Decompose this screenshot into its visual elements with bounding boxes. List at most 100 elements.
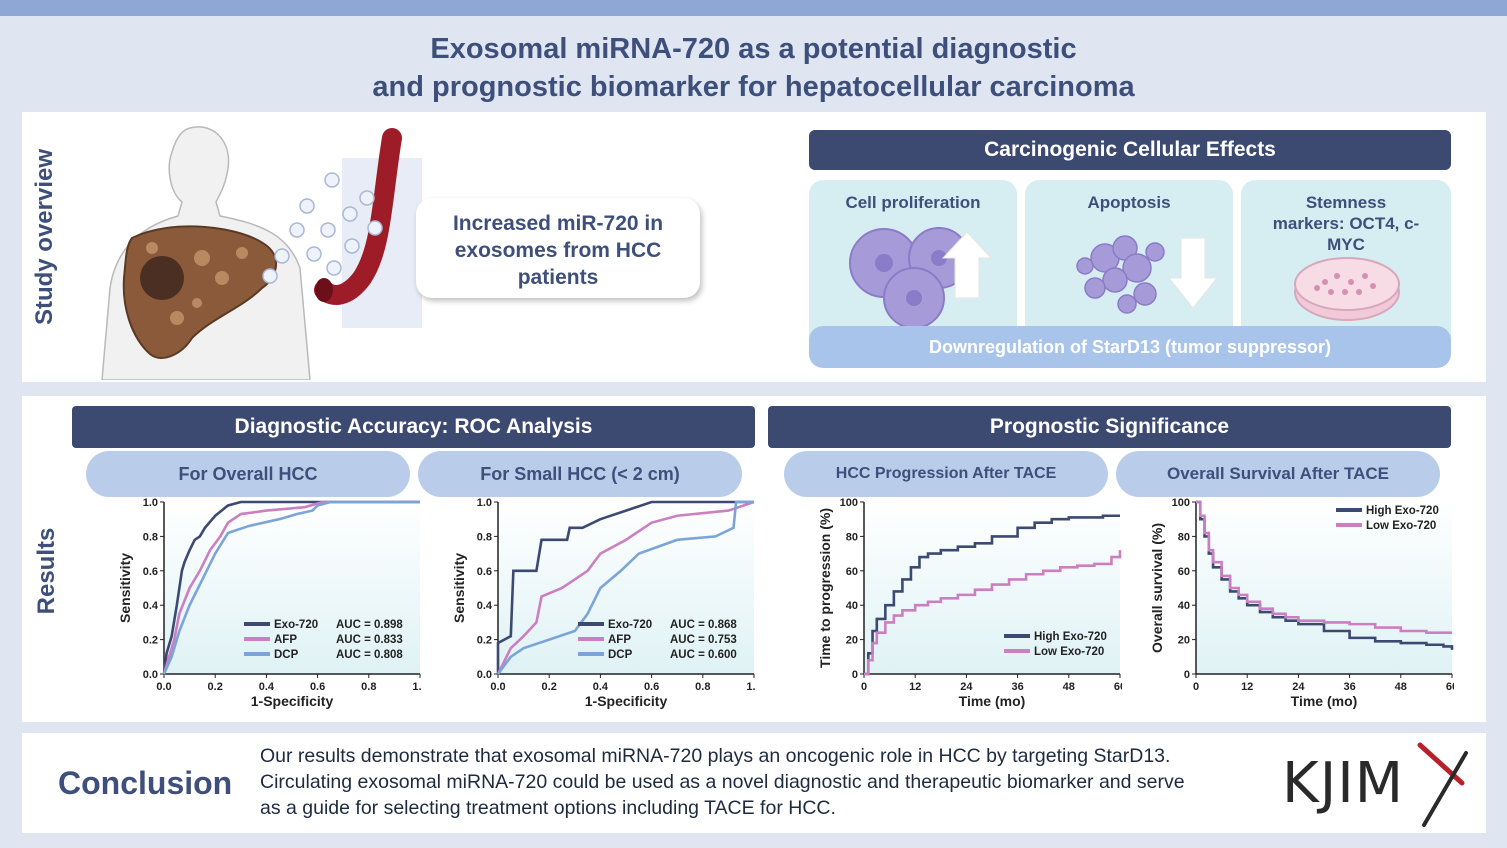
carcinogenic-effects-header: Carcinogenic Cellular Effects xyxy=(809,130,1451,170)
y-tick-label: 1.0 xyxy=(477,497,492,509)
y-tick-label: 0.4 xyxy=(477,600,493,612)
overall-hcc-pill: For Overall HCC xyxy=(86,451,410,497)
x-tick-label: 48 xyxy=(1395,681,1407,693)
mir720-callout: Increased miR-720 in exosomes from HCC p… xyxy=(416,198,700,298)
plot-area xyxy=(164,502,420,674)
y-tick-label: 1.0 xyxy=(143,497,158,509)
legend-auc: AUC = 0.808 xyxy=(336,649,403,661)
series-line-low-exo-720 xyxy=(1196,500,1452,635)
card-cell-proliferation-label: Cell proliferation xyxy=(845,193,981,212)
title-line-1: Exosomal miRNA-720 as a potential diagno… xyxy=(430,33,1077,65)
x-tick-label: 0.6 xyxy=(644,681,659,693)
x-tick-label: 0.6 xyxy=(310,681,325,693)
legend-auc: AUC = 0.868 xyxy=(670,619,737,631)
mir720-callout-text: Increased miR-720 in exosomes from HCC p… xyxy=(452,212,664,289)
y-tick-label: 80 xyxy=(846,531,858,543)
exosome-particles-icon xyxy=(262,172,383,284)
hcc-progression-pill: HCC Progression After TACE xyxy=(784,451,1108,497)
roc-small-hcc-chart: 0.0 0.2 0.4 0.6 0.8 1.0 0.0 0.2 0.4 0.6 0.8 1.0 1-Sp… xyxy=(451,497,756,709)
legend-label: DCP xyxy=(274,649,299,661)
card-apoptosis-label: Apoptosis xyxy=(1087,193,1171,212)
x-tick-label: 60 xyxy=(1446,681,1454,693)
conclusion-label: Conclusion xyxy=(58,765,233,801)
y-tick-label: 100 xyxy=(840,497,858,509)
petri-dish-icon xyxy=(1294,257,1400,321)
y-tick-label: 0.0 xyxy=(477,669,492,681)
x-tick-label: 1.0 xyxy=(746,681,756,693)
y-tick-label: 40 xyxy=(846,600,858,612)
patient-liver-illustration xyxy=(101,126,422,380)
y-tick-label: 0.4 xyxy=(143,600,159,612)
legend-label: Low Exo-720 xyxy=(1366,520,1436,532)
survival-km-chart: 0 12 24 36 48 60 0 20 40 60 80 100 Time (mo) Overall … xyxy=(1149,497,1454,709)
down-arrow-icon xyxy=(1167,237,1219,309)
y-tick-label: 0.2 xyxy=(477,635,492,647)
y-tick-label: 0 xyxy=(1184,669,1190,681)
results-panel: Results Diagnostic Accuracy: ROC Analysi… xyxy=(22,396,1486,722)
x-tick-label: 60 xyxy=(1114,681,1122,693)
y-tick-label: 20 xyxy=(1178,635,1190,647)
x-tick-label: 0.2 xyxy=(542,681,557,693)
y-tick-label: 40 xyxy=(1178,600,1190,612)
series-line-dcp xyxy=(162,500,420,675)
x-tick-label: 0.2 xyxy=(208,681,223,693)
y-axis-label: Time to progression (%) xyxy=(817,508,833,668)
top-accent-bar xyxy=(0,0,1507,16)
y-tick-label: 0.8 xyxy=(143,531,158,543)
series-line-exo-720 xyxy=(162,500,420,675)
legend-label: High Exo-720 xyxy=(1034,631,1107,643)
x-tick-label: 36 xyxy=(1343,681,1355,693)
x-tick-label: 0.0 xyxy=(490,681,505,693)
y-tick-label: 0.8 xyxy=(477,531,492,543)
x-axis-label: 1-Specificity xyxy=(585,693,668,709)
conclusion-panel: Conclusion Our results demonstrate that … xyxy=(22,733,1486,833)
kjim-logo: KJIM xyxy=(1282,751,1405,816)
up-arrow-icon xyxy=(941,231,993,299)
kjim-logo-mark-icon xyxy=(1417,742,1468,827)
x-tick-label: 0.4 xyxy=(259,681,275,693)
card-stemness-markers-label: Stemness markers: OCT4, c-MYC xyxy=(1272,193,1420,254)
small-hcc-pill: For Small HCC (< 2 cm) xyxy=(418,451,742,497)
proliferating-cells-icon xyxy=(849,227,993,328)
y-tick-label: 0.0 xyxy=(143,669,158,681)
legend-auc: AUC = 0.833 xyxy=(336,634,403,646)
plot-area xyxy=(498,502,754,674)
legend-label: Low Exo-720 xyxy=(1034,646,1104,658)
x-axis-label: Time (mo) xyxy=(1291,693,1358,709)
x-tick-label: 0.0 xyxy=(156,681,171,693)
apoptotic-cell-icon xyxy=(1076,235,1219,314)
x-tick-label: 0 xyxy=(861,681,867,693)
legend-auc: AUC = 0.753 xyxy=(670,634,737,646)
legend-label: Exo-720 xyxy=(274,619,318,631)
study-overview-panel: Study overview Increased miR-720 in exos… xyxy=(22,112,1486,382)
legend-auc: AUC = 0.600 xyxy=(670,649,737,661)
y-tick-label: 20 xyxy=(846,635,858,647)
series-line-afp xyxy=(496,500,755,675)
study-overview-label: Study overview xyxy=(31,148,58,326)
x-tick-label: 1.0 xyxy=(412,681,422,693)
x-tick-label: 24 xyxy=(1292,681,1305,693)
diagnostic-accuracy-header: Diagnostic Accuracy: ROC Analysis xyxy=(72,406,755,448)
legend-label: Exo-720 xyxy=(608,619,652,631)
blood-vessel-icon xyxy=(314,128,402,305)
x-tick-label: 24 xyxy=(960,681,973,693)
legend-label: High Exo-720 xyxy=(1366,505,1439,517)
progression-km-chart: 0 12 24 36 48 60 0 20 40 60 80 100 Time (mo) Time to … xyxy=(817,497,1122,709)
x-tick-label: 0.8 xyxy=(361,681,376,693)
y-tick-label: 80 xyxy=(1178,531,1190,543)
x-tick-label: 48 xyxy=(1063,681,1075,693)
results-label: Results xyxy=(33,527,60,615)
x-tick-label: 12 xyxy=(1241,681,1253,693)
legend-auc: AUC = 0.898 xyxy=(336,619,403,631)
series-line-dcp xyxy=(496,500,754,675)
y-tick-label: 100 xyxy=(1172,497,1190,509)
x-axis-label: Time (mo) xyxy=(959,693,1026,709)
page-title: Exosomal miRNA-720 as a potential diagno… xyxy=(0,30,1507,106)
series-line-high-exo-720 xyxy=(864,514,1120,676)
y-tick-label: 0.6 xyxy=(477,566,492,578)
y-tick-label: 60 xyxy=(846,566,858,578)
y-tick-label: 0.6 xyxy=(143,566,158,578)
y-tick-label: 0.2 xyxy=(143,635,158,647)
series-line-low-exo-720 xyxy=(864,550,1122,676)
stard13-downregulation-bar: Downregulation of StarD13 (tumor suppres… xyxy=(809,326,1451,368)
